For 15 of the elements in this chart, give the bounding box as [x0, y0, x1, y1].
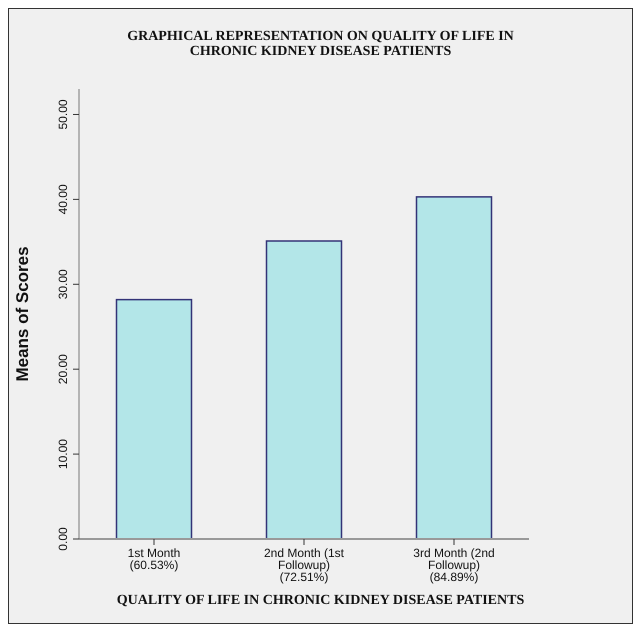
y-tick-label: 0.00 — [56, 527, 70, 551]
x-tick-label: 3rd Month (2nd Followup) (84.89%) — [413, 546, 495, 584]
bar — [416, 196, 492, 539]
chart-title: GRAPHICAL REPRESENTATION ON QUALITY OF LIFE IN CHRONIC KIDNEY DISEASE PATIENTS — [126, 29, 515, 59]
y-tick-label: 50.00 — [56, 99, 70, 130]
bar — [116, 298, 192, 539]
y-axis-title: Means of Scores — [13, 246, 32, 382]
x-axis-title: QUALITY OF LIFE IN CHRONIC KIDNEY DISEASE PATIENTS — [116, 593, 526, 609]
x-tick-label: 1st Month (60.53%) — [128, 546, 180, 572]
bar — [266, 240, 342, 539]
y-tick-label: 20.00 — [56, 354, 70, 384]
y-tick-label: 40.00 — [56, 184, 70, 214]
y-tick-label: 30.00 — [56, 268, 70, 300]
y-tick-label: 10.00 — [56, 438, 70, 470]
x-tick-label: 2nd Month (1st Followup) (72.51%) — [264, 546, 345, 584]
